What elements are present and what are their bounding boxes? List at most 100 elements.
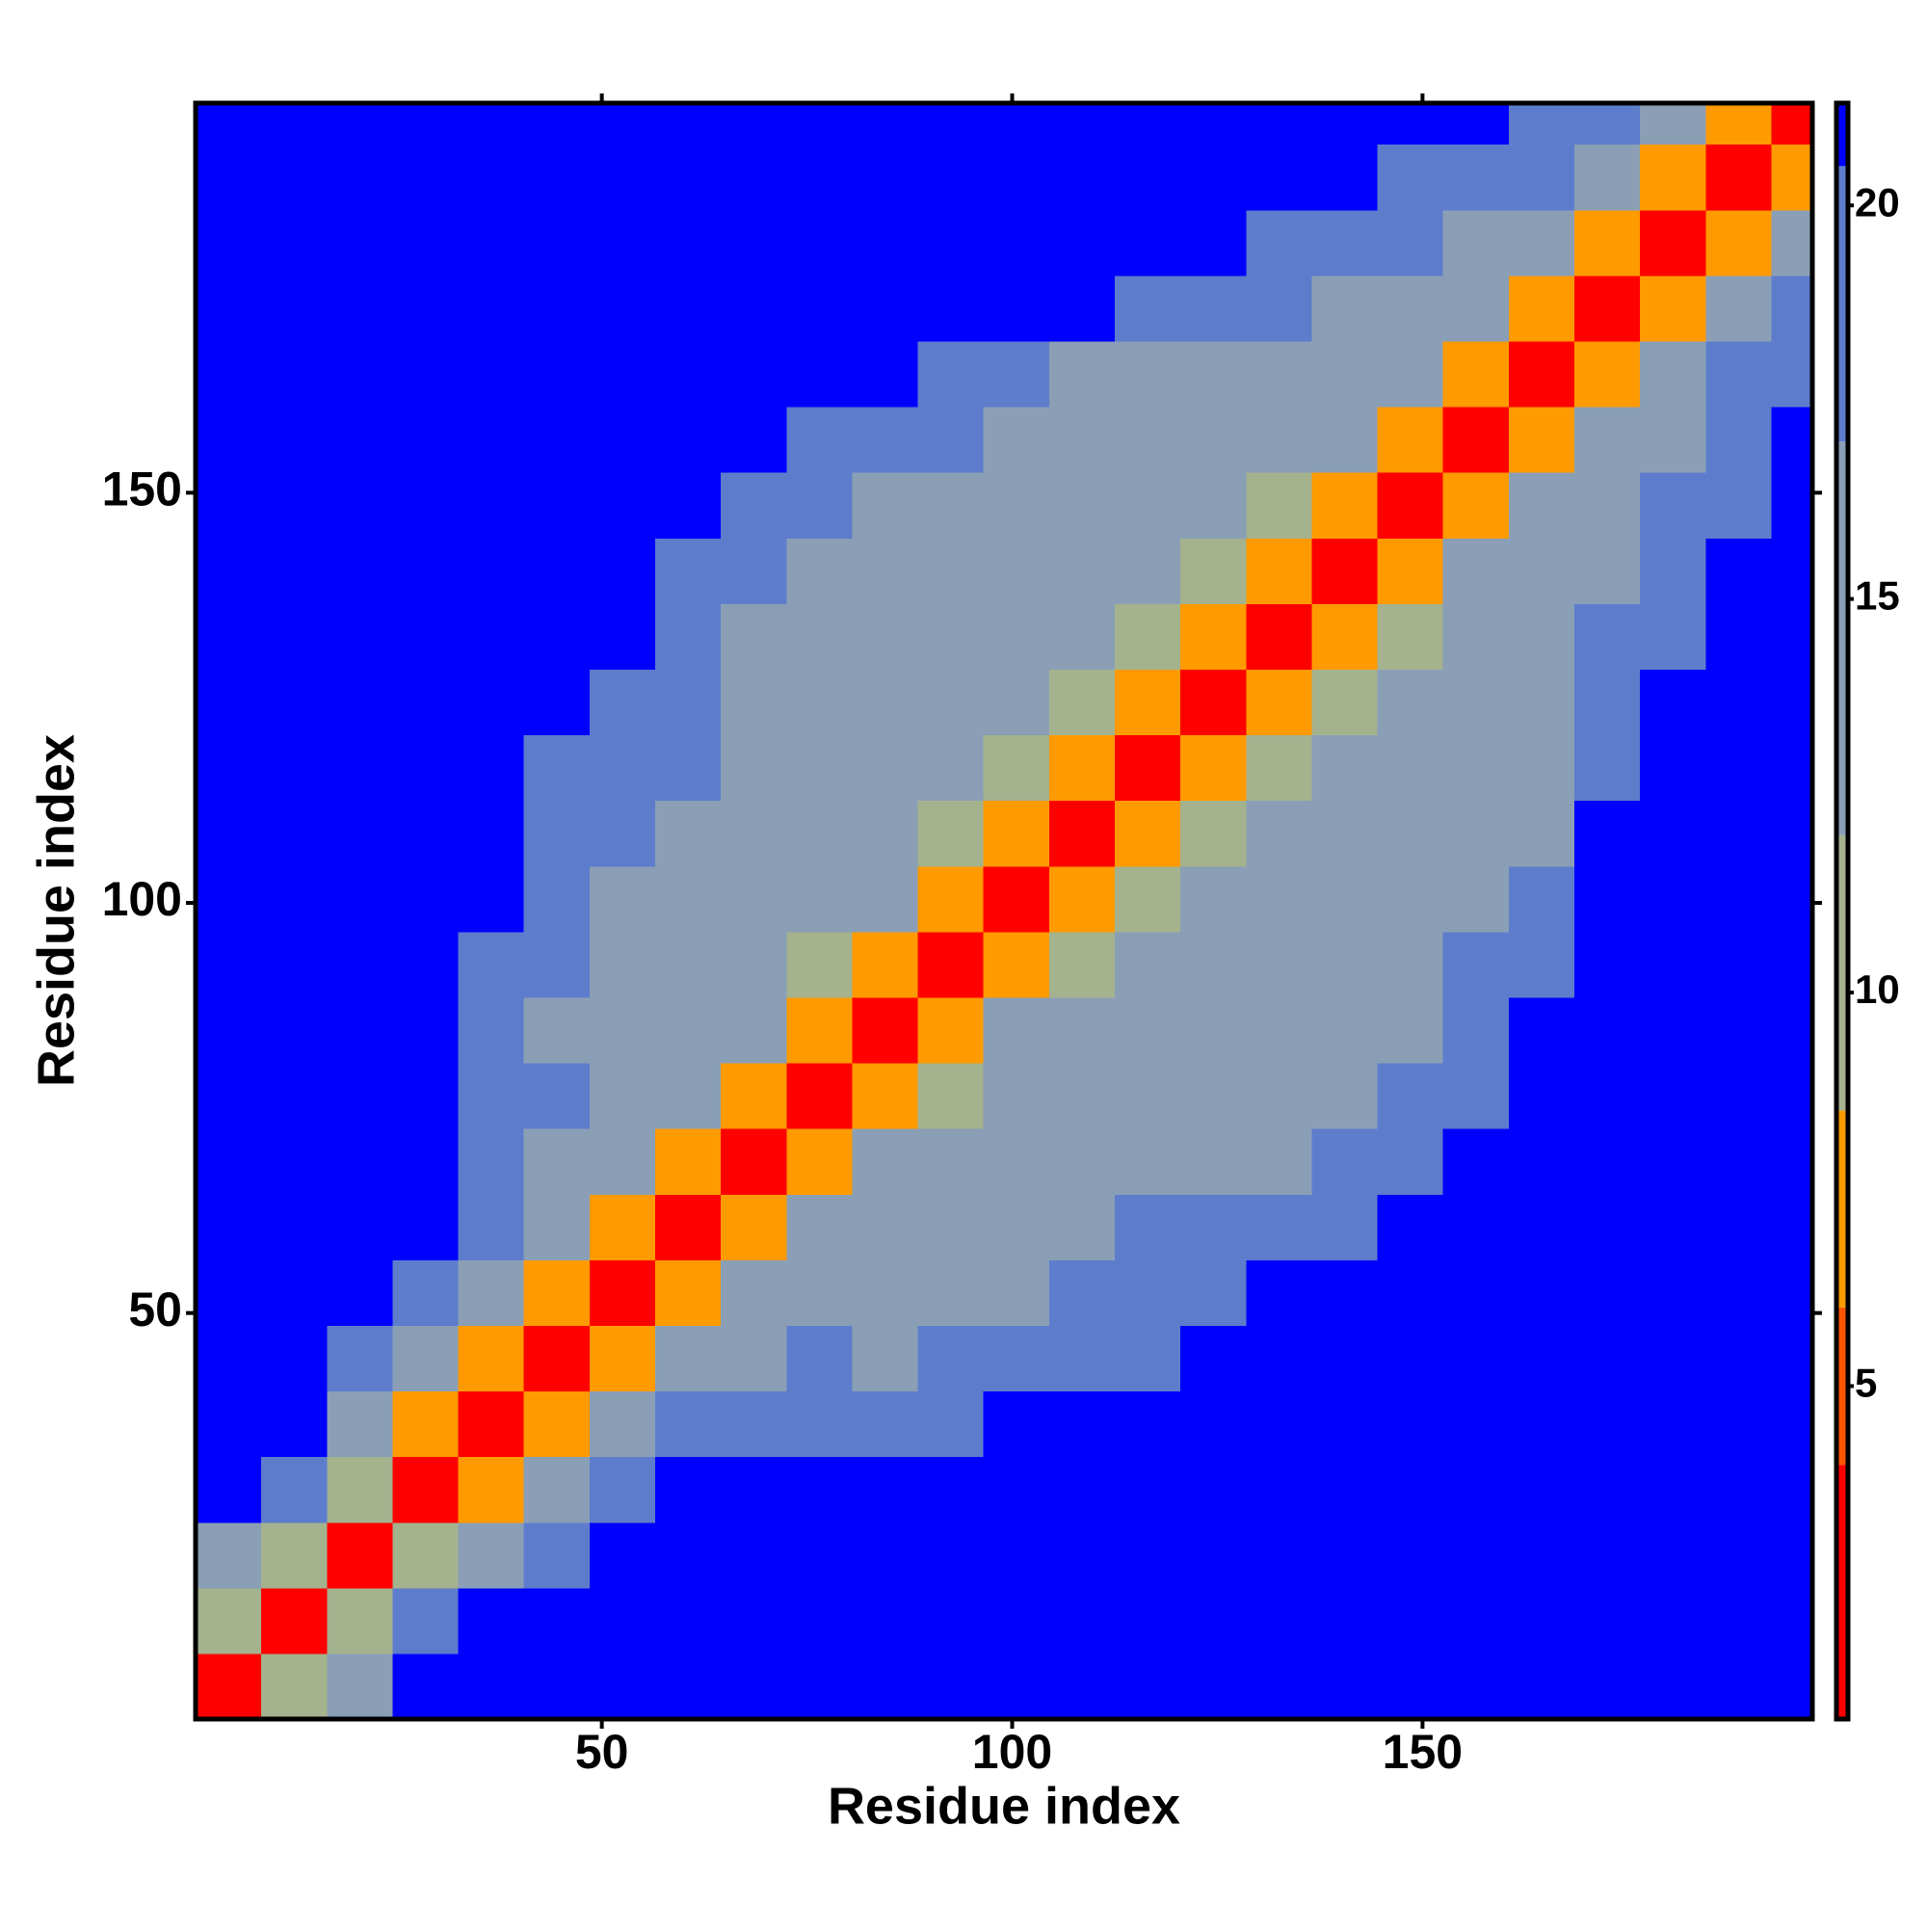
heatmap-cell: [1508, 1259, 1575, 1326]
heatmap-cell: [1442, 406, 1510, 473]
heatmap-cell: [917, 1194, 985, 1260]
heatmap-cell: [917, 996, 985, 1064]
heatmap-cell: [261, 103, 328, 146]
heatmap-cell: [1640, 340, 1706, 408]
heatmap-cell: [1377, 1325, 1444, 1392]
heatmap-cell: [327, 103, 394, 146]
heatmap-cell: [852, 406, 919, 473]
heatmap-cell: [1640, 1653, 1706, 1720]
heatmap-cell: [654, 1062, 722, 1129]
heatmap-cell: [1311, 1194, 1379, 1260]
heatmap-cell: [654, 1522, 722, 1589]
heatmap-cell: [917, 1259, 985, 1326]
heatmap-cell: [392, 538, 460, 604]
heatmap-cell: [392, 996, 460, 1064]
heatmap-cell: [917, 1653, 985, 1720]
heatmap-cell: [196, 1456, 262, 1523]
heatmap-cell: [1377, 1128, 1444, 1195]
plot-frame: [193, 100, 1815, 1722]
heatmap-cell: [1573, 865, 1641, 933]
colorbar-segment: [1836, 103, 1848, 167]
colorbar-segment: [1836, 166, 1848, 442]
heatmap-cell: [1048, 603, 1116, 670]
heatmap-cell: [1180, 406, 1247, 473]
heatmap-cell: [1640, 1194, 1706, 1260]
heatmap-cell: [1246, 1062, 1313, 1129]
heatmap-cell: [392, 1128, 460, 1195]
heatmap-cell: [327, 1062, 394, 1129]
y-tick-label: 150: [102, 463, 182, 516]
heatmap-cell: [1573, 931, 1641, 998]
heatmap-cell: [1048, 1456, 1116, 1523]
heatmap-cell: [1442, 538, 1510, 604]
heatmap-cell: [1180, 1128, 1247, 1195]
heatmap-cell: [983, 1456, 1050, 1523]
heatmap-cell: [327, 1128, 394, 1195]
heatmap-cell: [1640, 931, 1706, 998]
heatmap-cell: [1705, 144, 1773, 211]
heatmap-cell: [1705, 1128, 1773, 1195]
heatmap-cell: [1771, 931, 1813, 998]
heatmap-cell: [852, 1259, 919, 1326]
heatmap-cell: [523, 209, 591, 277]
heatmap-cell: [1246, 538, 1313, 604]
heatmap-cell: [1180, 1325, 1247, 1392]
heatmap-cell: [589, 209, 656, 277]
colorbar-tick-label: 15: [1855, 573, 1900, 619]
heatmap-cell: [786, 734, 854, 802]
heatmap-cell: [458, 1390, 525, 1458]
heatmap-cell: [1114, 1259, 1181, 1326]
heatmap-cell: [1180, 103, 1247, 146]
heatmap-cell: [458, 1522, 525, 1589]
heatmap-cell: [1246, 275, 1313, 342]
heatmap-cell: [196, 1522, 262, 1589]
heatmap-cell: [1048, 865, 1116, 933]
heatmap-cell: [458, 996, 525, 1064]
heatmap-cell: [983, 1128, 1050, 1195]
heatmap-cell: [1442, 1587, 1510, 1654]
heatmap-cell: [1640, 1390, 1706, 1458]
heatmap-cell: [392, 734, 460, 802]
heatmap-cell: [654, 931, 722, 998]
colorbar-segment: [1836, 441, 1848, 835]
heatmap-cell: [1442, 275, 1510, 342]
heatmap-cell: [852, 209, 919, 277]
heatmap-cell: [1771, 734, 1813, 802]
heatmap-cell: [983, 734, 1050, 802]
heatmap-cell: [1508, 1194, 1575, 1260]
heatmap-cell: [983, 1587, 1050, 1654]
heatmap-cell: [1114, 538, 1181, 604]
heatmap-cell: [1771, 275, 1813, 342]
heatmap-cell: [1573, 275, 1641, 342]
heatmap-cell: [261, 1587, 328, 1654]
heatmap-cell: [196, 1325, 262, 1392]
colorbar-segment: [1836, 834, 1848, 1111]
heatmap-cell: [261, 209, 328, 277]
heatmap-cell: [1246, 734, 1313, 802]
heatmap-cell: [589, 996, 656, 1064]
heatmap-cell: [917, 1390, 985, 1458]
heatmap-cell: [1640, 209, 1706, 277]
heatmap-cell: [523, 734, 591, 802]
heatmap-cell: [786, 1522, 854, 1589]
heatmap-cell: [1705, 734, 1773, 802]
heatmap-cell: [1705, 1653, 1773, 1720]
heatmap-cell: [1705, 1259, 1773, 1326]
heatmap-cell: [392, 144, 460, 211]
heatmap-cell: [1114, 1390, 1181, 1458]
heatmap-cell: [261, 1062, 328, 1129]
heatmap-cell: [1377, 538, 1444, 604]
heatmap-cell: [458, 144, 525, 211]
heatmap-cell: [1573, 1587, 1641, 1654]
heatmap-cell: [196, 1390, 262, 1458]
heatmap-cell: [721, 1128, 787, 1195]
heatmap-cell: [1377, 669, 1444, 736]
heatmap-cell: [1640, 1587, 1706, 1654]
heatmap-cell: [523, 996, 591, 1064]
heatmap-cell: [1573, 734, 1641, 802]
heatmap-cell: [1640, 1456, 1706, 1523]
heatmap-cell: [1180, 144, 1247, 211]
heatmap-cell: [1573, 1653, 1641, 1720]
heatmap-cell: [261, 865, 328, 933]
heatmap-cell: [1377, 603, 1444, 670]
